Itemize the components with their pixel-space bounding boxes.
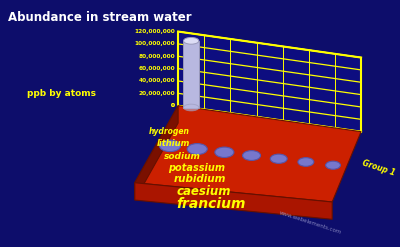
Ellipse shape [298,158,314,166]
Polygon shape [135,183,332,219]
Text: 100,000,000: 100,000,000 [135,41,175,46]
Text: francium: francium [176,197,246,211]
Ellipse shape [326,161,340,169]
Ellipse shape [184,38,199,44]
Bar [184,41,199,107]
Text: lithium: lithium [157,139,190,148]
Text: 0: 0 [171,103,175,108]
Text: sodium: sodium [164,152,200,161]
Polygon shape [135,106,178,200]
Text: 40,000,000: 40,000,000 [139,79,175,83]
Polygon shape [178,32,361,132]
Ellipse shape [184,104,199,111]
Text: Abundance in stream water: Abundance in stream water [8,11,191,24]
Text: Group 1: Group 1 [361,159,396,178]
Ellipse shape [215,147,234,158]
Ellipse shape [160,140,181,152]
Ellipse shape [270,154,287,163]
Text: ppb by atoms: ppb by atoms [27,89,96,98]
Text: 80,000,000: 80,000,000 [139,54,175,59]
Text: potassium: potassium [168,164,226,173]
Text: 20,000,000: 20,000,000 [139,91,175,96]
Text: caesium: caesium [176,185,231,198]
Ellipse shape [242,151,260,160]
Text: hydrogen: hydrogen [149,127,190,136]
Text: 120,000,000: 120,000,000 [134,29,175,34]
Text: 0: 0 [171,103,175,108]
Text: www.webelements.com: www.webelements.com [278,210,342,235]
Polygon shape [135,106,361,202]
Ellipse shape [187,144,207,155]
Text: rubidium: rubidium [173,174,226,184]
Text: 60,000,000: 60,000,000 [139,66,175,71]
